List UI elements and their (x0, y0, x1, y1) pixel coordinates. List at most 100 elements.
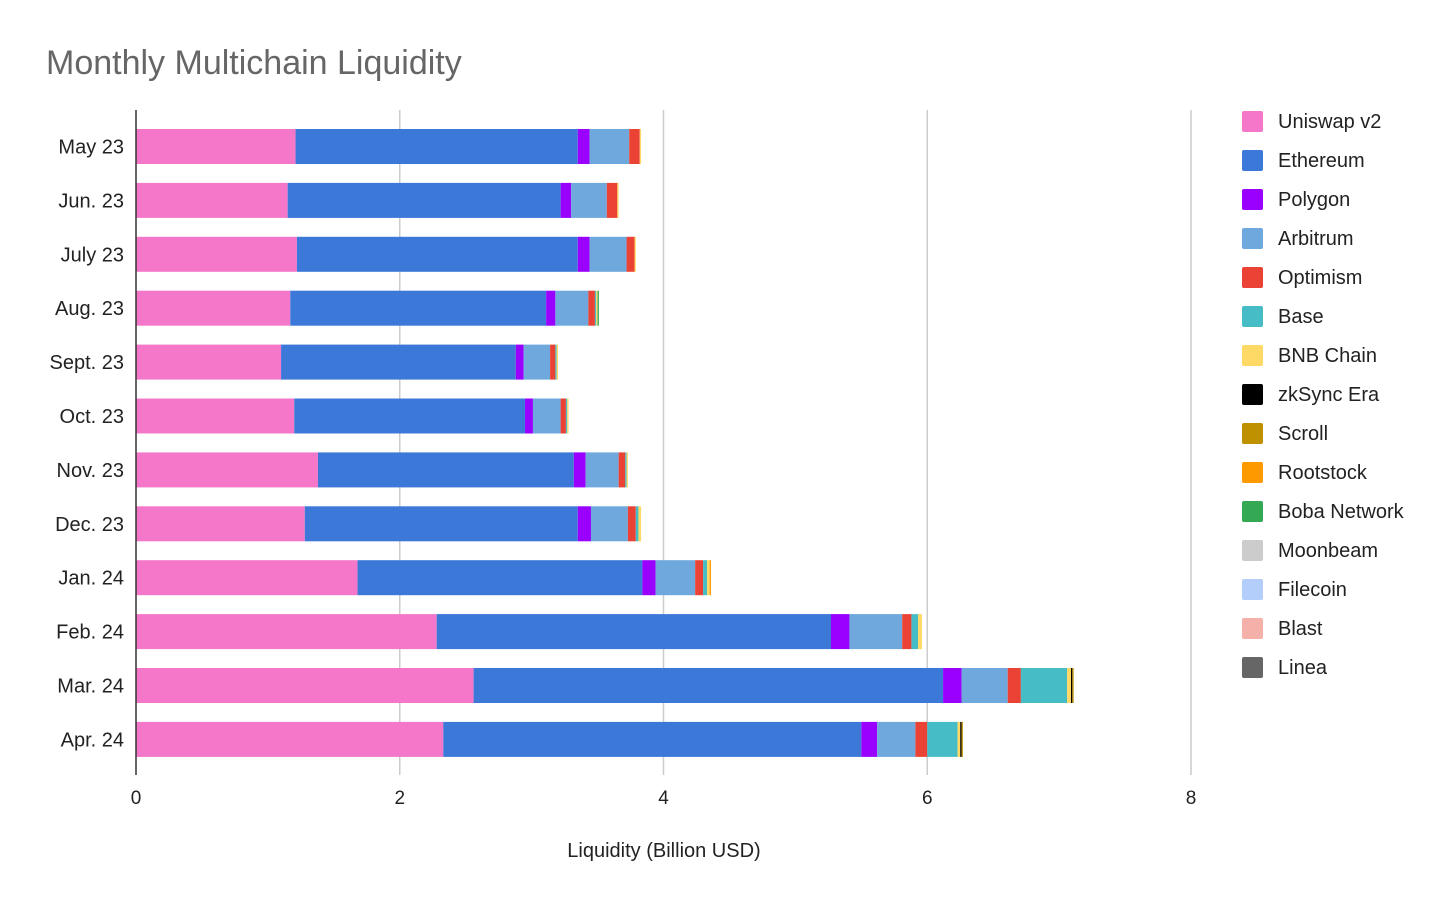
legend-label: Ethereum (1278, 150, 1365, 172)
legend-swatch (1242, 579, 1263, 600)
legend-item-zksync-era: zkSync Era (1242, 384, 1380, 406)
category-label: Oct. 23 (60, 406, 124, 428)
legend-label: Moonbeam (1278, 540, 1378, 562)
category-label: Sept. 23 (49, 352, 124, 374)
bar-segment-optimism (606, 182, 618, 218)
legend-label: Blast (1278, 618, 1323, 640)
bar-segment-optimism (695, 560, 704, 596)
bar-row-dec-23 (136, 506, 642, 542)
bar-segment-base (635, 506, 639, 542)
bar-segment-arbitrum (589, 236, 627, 272)
bar-segment-polygon (525, 398, 533, 434)
bar-segment-arbitrum (532, 398, 561, 434)
bar-segment-arbitrum (849, 614, 903, 650)
category-label: Jan. 24 (58, 568, 124, 590)
bar-segment-arbitrum (961, 668, 1008, 703)
bar-row-sept-23 (136, 344, 558, 380)
bar-segment-ethereum (296, 236, 578, 272)
bar-segment-ethereum (357, 560, 643, 596)
bar-segment-polygon (515, 344, 524, 380)
bar-segment-uniswap-v2 (136, 129, 296, 164)
bar-segment-ethereum (317, 452, 574, 488)
axes: 0 2 4 6 8 (131, 110, 1196, 809)
bar-segment-ethereum (295, 129, 578, 164)
legend-label: BNB Chain (1278, 345, 1377, 367)
bar-segment-arbitrum (585, 452, 619, 488)
legend-label: Polygon (1278, 189, 1350, 211)
bar-segment-bnb-chain (707, 560, 710, 596)
legend-item-blast: Blast (1242, 618, 1323, 640)
legend-label: Filecoin (1278, 579, 1347, 601)
bar-segment-uniswap-v2 (136, 236, 297, 272)
bar-segment-bnb-chain (596, 290, 598, 326)
bar-segment-polygon (577, 236, 590, 272)
bar-segment-uniswap-v2 (136, 614, 437, 650)
legend-item-ethereum: Ethereum (1242, 150, 1365, 172)
legend-label: Boba Network (1278, 501, 1405, 523)
bar-row-jan-24 (136, 560, 711, 596)
legend-swatch (1242, 540, 1263, 561)
bar-segment-optimism (560, 398, 566, 434)
bar-segment-polygon (861, 721, 878, 757)
bar-row-apr-24 (136, 721, 963, 757)
bar-segment-bnb-chain (617, 182, 619, 218)
legend-item-filecoin: Filecoin (1242, 579, 1347, 601)
bar-row-nov-23 (136, 452, 628, 488)
bar-segment-polygon (943, 668, 962, 703)
category-label: Aug. 23 (55, 298, 124, 320)
bar-segment-arbitrum (877, 721, 916, 757)
bar-segment-optimism (627, 506, 636, 542)
bar-segment-zksync-era (1070, 668, 1073, 703)
bar-segment-uniswap-v2 (136, 290, 291, 326)
bar-segment-arbitrum (571, 182, 607, 218)
bar-segment-polygon (577, 506, 591, 542)
x-tick-label: 6 (922, 788, 933, 809)
chart-title: Monthly Multichain Liquidity (46, 44, 462, 82)
category-label: Dec. 23 (55, 514, 124, 536)
bar-segment-optimism (626, 236, 635, 272)
legend-swatch (1242, 111, 1263, 132)
bar-segment-polygon (560, 182, 572, 218)
bar-segment-uniswap-v2 (136, 668, 474, 703)
bar-segment-bnb-chain (556, 344, 558, 380)
bar-segment-arbitrum (655, 560, 696, 596)
legend-label: Uniswap v2 (1278, 111, 1381, 133)
bar-segment-uniswap-v2 (136, 344, 282, 380)
legend-label: Scroll (1278, 423, 1328, 445)
category-label: Apr. 24 (61, 729, 124, 751)
bar-row-oct-23 (136, 398, 569, 434)
legend-item-moonbeam: Moonbeam (1242, 540, 1378, 562)
bar-segment-base (555, 344, 557, 380)
legend-item-arbitrum: Arbitrum (1242, 228, 1354, 250)
legend-item-rootstock: Rootstock (1242, 462, 1368, 484)
legend-swatch (1242, 267, 1263, 288)
bar-segment-arbitrum (523, 344, 551, 380)
bar-segment-base (927, 721, 958, 757)
bar-segment-rootstock (709, 560, 711, 596)
bar-segment-ethereum (281, 344, 516, 380)
category-label: Jun. 23 (58, 190, 124, 212)
x-tick-label: 2 (394, 788, 405, 809)
bar-row-july-23 (136, 236, 636, 272)
legend-swatch (1242, 189, 1263, 210)
legend-swatch (1242, 657, 1263, 678)
bar-segment-optimism (629, 129, 640, 164)
legend-label: Arbitrum (1278, 228, 1354, 250)
bar-row-feb-24 (136, 614, 922, 650)
bar-segment-polygon (830, 614, 850, 650)
category-label: Feb. 24 (56, 622, 124, 644)
category-label: July 23 (61, 244, 124, 266)
bar-segment-uniswap-v2 (136, 506, 305, 542)
bar-segment-boba-network (597, 290, 599, 326)
gridlines (399, 110, 1192, 775)
bar-segment-base (703, 560, 708, 596)
bar-segment-ethereum (294, 398, 526, 434)
bar-segment-uniswap-v2 (136, 182, 288, 218)
x-tick-label: 4 (658, 788, 669, 809)
bar-segment-polygon (573, 452, 586, 488)
legend-item-base: Base (1242, 306, 1324, 328)
legend-item-bnb-chain: BNB Chain (1242, 345, 1377, 367)
bar-segment-bnb-chain (1067, 668, 1071, 703)
bar-segment-polygon (577, 129, 590, 164)
bar-segment-uniswap-v2 (136, 452, 318, 488)
